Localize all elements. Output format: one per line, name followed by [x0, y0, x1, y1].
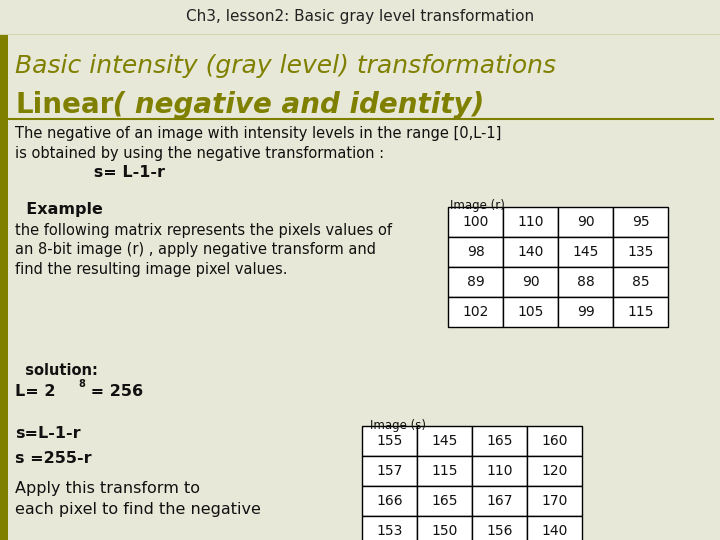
Bar [527, 456, 582, 487]
Bar [362, 426, 417, 456]
Text: The negative of an image with intensity levels in the range [0,L-1]: The negative of an image with intensity … [15, 126, 501, 141]
Bar [472, 426, 527, 456]
Text: Ch3, lesson2: Basic gray level transformation: Ch3, lesson2: Basic gray level transform… [186, 9, 534, 24]
Text: 140: 140 [541, 524, 567, 538]
Text: 166: 166 [376, 494, 402, 508]
Bar [417, 487, 472, 516]
Bar [558, 267, 613, 297]
Text: 8: 8 [78, 379, 85, 389]
Bar [613, 267, 668, 297]
Text: 98: 98 [467, 245, 485, 259]
Text: = 256: = 256 [85, 384, 143, 399]
Text: Image (r): Image (r) [450, 199, 505, 212]
Text: ( negative and identity): ( negative and identity) [103, 91, 485, 119]
Bar [527, 487, 582, 516]
Bar [503, 267, 558, 297]
Bar [472, 456, 527, 487]
Text: 167: 167 [486, 494, 513, 508]
Bar [527, 426, 582, 456]
Bar [472, 487, 527, 516]
Bar [527, 516, 582, 540]
Bar [558, 297, 613, 327]
Text: s= L-1-r: s= L-1-r [15, 165, 165, 180]
Text: 140: 140 [517, 245, 544, 259]
Bar [503, 237, 558, 267]
Bar [613, 207, 668, 237]
Text: 145: 145 [431, 434, 458, 448]
Text: 89: 89 [467, 275, 485, 289]
Text: Basic intensity (gray level) transformations: Basic intensity (gray level) transformat… [15, 55, 556, 78]
Text: s =255-r: s =255-r [15, 451, 91, 466]
Bar [472, 516, 527, 540]
Bar [362, 456, 417, 487]
Text: 90: 90 [577, 215, 594, 229]
Bar [558, 207, 613, 237]
Text: solution:: solution: [15, 363, 98, 378]
Bar [362, 516, 417, 540]
Text: 99: 99 [577, 305, 595, 319]
Text: 88: 88 [577, 275, 595, 289]
Bar [448, 267, 503, 297]
Text: 156: 156 [486, 524, 513, 538]
Text: 105: 105 [517, 305, 544, 319]
Text: an 8-bit image (r) , apply negative transform and: an 8-bit image (r) , apply negative tran… [15, 242, 376, 258]
Text: 115: 115 [431, 464, 458, 478]
Text: 100: 100 [462, 215, 489, 229]
Text: 165: 165 [486, 434, 513, 448]
Text: 110: 110 [486, 464, 513, 478]
Text: Example: Example [15, 201, 103, 217]
Text: 153: 153 [377, 524, 402, 538]
Text: is obtained by using the negative transformation :: is obtained by using the negative transf… [15, 146, 384, 161]
Text: 110: 110 [517, 215, 544, 229]
Text: 157: 157 [377, 464, 402, 478]
Text: s=L-1-r: s=L-1-r [15, 426, 81, 441]
Text: 85: 85 [631, 275, 649, 289]
Bar [503, 297, 558, 327]
Bar [362, 487, 417, 516]
Text: 155: 155 [377, 434, 402, 448]
Text: 115: 115 [627, 305, 654, 319]
Text: 150: 150 [431, 524, 458, 538]
Text: 145: 145 [572, 245, 599, 259]
Bar [0, 35, 8, 540]
Bar [503, 207, 558, 237]
Bar [448, 237, 503, 267]
Bar [417, 456, 472, 487]
Text: 160: 160 [541, 434, 568, 448]
Text: Linear: Linear [15, 91, 113, 119]
Text: 135: 135 [627, 245, 654, 259]
Text: 170: 170 [541, 494, 567, 508]
Bar [448, 207, 503, 237]
Text: Apply this transform to: Apply this transform to [15, 481, 200, 496]
Text: 102: 102 [462, 305, 489, 319]
Text: 95: 95 [631, 215, 649, 229]
Bar [417, 426, 472, 456]
Text: 120: 120 [541, 464, 567, 478]
Text: Image (s): Image (s) [370, 418, 426, 431]
Text: 90: 90 [522, 275, 539, 289]
Text: 165: 165 [431, 494, 458, 508]
Bar [448, 297, 503, 327]
Text: L= 2: L= 2 [15, 384, 55, 399]
Text: the following matrix represents the pixels values of: the following matrix represents the pixe… [15, 223, 392, 238]
Bar [417, 516, 472, 540]
Bar [613, 237, 668, 267]
Text: find the resulting image pixel values.: find the resulting image pixel values. [15, 262, 287, 277]
Bar [558, 237, 613, 267]
Bar [613, 297, 668, 327]
Text: each pixel to find the negative: each pixel to find the negative [15, 502, 261, 517]
